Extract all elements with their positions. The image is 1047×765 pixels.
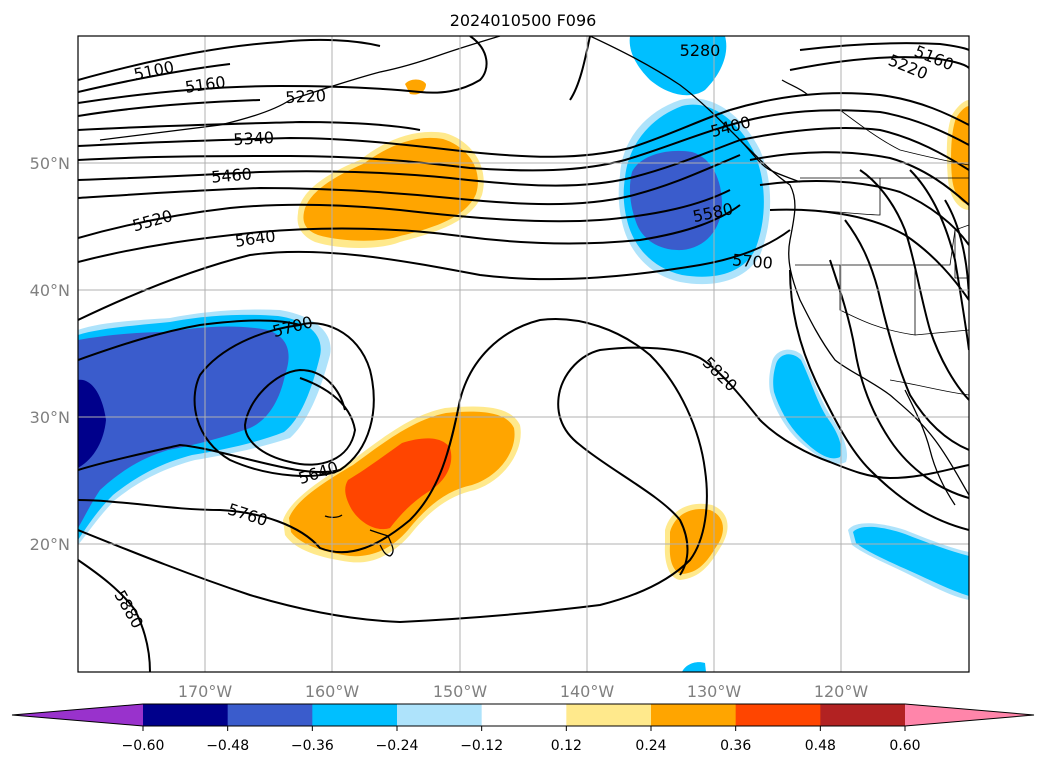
colorbar-swatch bbox=[481, 704, 567, 726]
colorbar-tick-label: 0.12 bbox=[551, 738, 582, 754]
lat-label: 20°N bbox=[30, 535, 70, 554]
lon-label: 120°W bbox=[814, 682, 869, 701]
colorbar: −0.60 −0.48 −0.36 −0.24 −0.12 0.12 0.24 0.36 0.4… bbox=[11, 703, 1035, 754]
colorbar-tick-label: 0.60 bbox=[889, 738, 920, 754]
lon-label: 140°W bbox=[560, 682, 615, 701]
lat-label: 30°N bbox=[30, 408, 70, 427]
map-frame bbox=[77, 35, 970, 673]
lon-label: 150°W bbox=[433, 682, 488, 701]
lon-label: 130°W bbox=[687, 682, 742, 701]
colorbar-tick-label: −0.60 bbox=[122, 738, 165, 754]
latitude-labels: 50°N 40°N 30°N 20°N bbox=[30, 154, 70, 554]
colorbar-tick-label: 0.36 bbox=[720, 738, 751, 754]
lat-label: 50°N bbox=[30, 154, 70, 173]
lon-label: 170°W bbox=[178, 682, 233, 701]
colorbar-swatch bbox=[12, 704, 143, 726]
colorbar-tick-label: −0.36 bbox=[291, 738, 334, 754]
longitude-labels: 170°W 160°W 150°W 140°W 130°W 120°W bbox=[178, 682, 869, 701]
colorbar-swatch bbox=[651, 704, 737, 726]
colorbar-swatch bbox=[227, 704, 313, 726]
coastlines bbox=[99, 36, 969, 557]
lat-label: 40°N bbox=[30, 281, 70, 300]
contour-label: 5460 bbox=[210, 164, 252, 186]
colorbar-swatch bbox=[820, 704, 906, 726]
contour-label: 5220 bbox=[285, 86, 327, 107]
colorbar-swatch bbox=[566, 704, 652, 726]
contour-label: 5280 bbox=[680, 41, 721, 60]
contour-label: 5340 bbox=[233, 128, 275, 149]
colorbar-tick-label: −0.24 bbox=[376, 738, 419, 754]
contour-label: 5700 bbox=[731, 250, 773, 272]
colorbar-swatch bbox=[143, 704, 229, 726]
colorbar-tick-label: 0.24 bbox=[635, 738, 666, 754]
lon-label: 160°W bbox=[305, 682, 360, 701]
colorbar-swatch bbox=[397, 704, 483, 726]
colorbar-swatch bbox=[312, 704, 398, 726]
graticule bbox=[78, 36, 969, 672]
colorbar-tick-label: −0.48 bbox=[206, 738, 249, 754]
map-area: 5100 5160 5220 5280 5340 5400 5460 5520 … bbox=[78, 36, 969, 672]
map-title: 2024010500 F096 bbox=[450, 11, 597, 30]
colorbar-swatch bbox=[735, 704, 821, 726]
colorbar-tick-label: −0.12 bbox=[460, 738, 503, 754]
colorbar-swatch bbox=[905, 704, 1034, 726]
colorbar-tick-label: 0.48 bbox=[805, 738, 836, 754]
